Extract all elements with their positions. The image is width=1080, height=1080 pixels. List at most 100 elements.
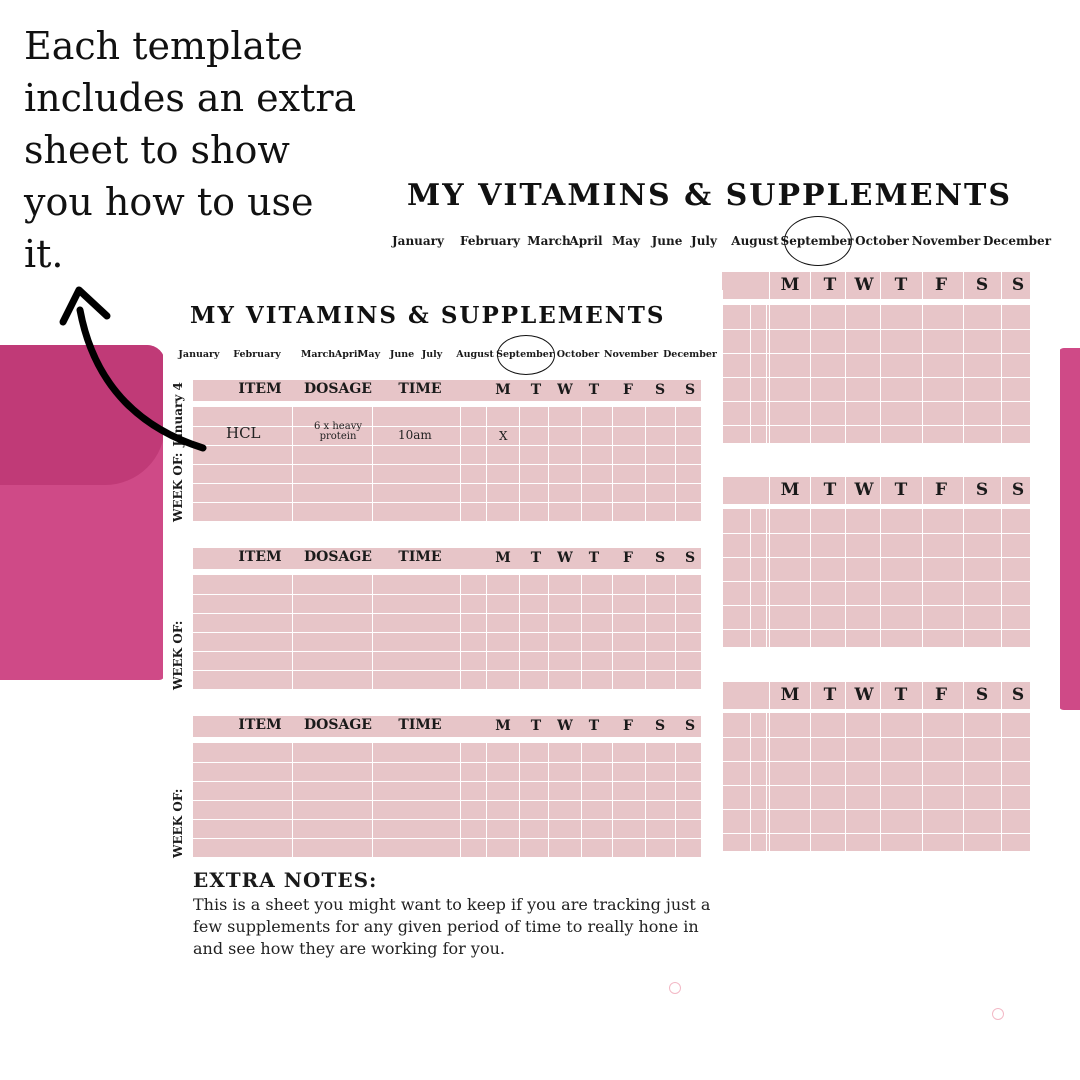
month-label-november: November xyxy=(603,349,659,360)
day-header-s: S xyxy=(654,718,666,734)
grid-line xyxy=(922,305,923,443)
grid-line xyxy=(880,272,881,299)
grid-line xyxy=(722,785,1030,786)
grid-line xyxy=(766,713,767,851)
day-header-t: T xyxy=(588,718,600,734)
month-label-july: July xyxy=(691,234,717,248)
grid-line xyxy=(922,509,923,647)
watermark-logo-icon xyxy=(669,982,681,994)
grid-line xyxy=(193,632,701,633)
day-header-t: T xyxy=(894,275,908,295)
circle-highlight-icon xyxy=(497,334,555,375)
day-header-f: F xyxy=(623,550,633,566)
day-header-t: T xyxy=(894,480,908,500)
grid-line xyxy=(922,272,923,299)
grid-line xyxy=(722,353,1030,354)
grid-line xyxy=(766,509,767,647)
grid-line xyxy=(880,713,881,851)
week-header-bar: ITEM DOSAGE TIME M T W T F S S xyxy=(193,548,701,569)
grid-line xyxy=(810,682,811,709)
day-header-m: M xyxy=(495,718,511,734)
day-header-w: W xyxy=(557,550,573,566)
grid-line xyxy=(880,477,881,504)
day-header-m: M xyxy=(780,480,800,500)
month-label-january: January xyxy=(392,234,444,248)
day-header-m: M xyxy=(780,275,800,295)
week-body-grid xyxy=(193,575,701,689)
grid-line xyxy=(750,509,751,647)
day-header-s: S xyxy=(684,550,696,566)
month-label-october: October xyxy=(855,234,909,248)
grid-line xyxy=(193,670,701,671)
grid-line xyxy=(193,781,701,782)
grid-line xyxy=(193,838,701,839)
grid-line xyxy=(880,682,881,709)
grid-line xyxy=(722,425,1030,426)
grid-line xyxy=(722,533,1030,534)
month-label-february: February xyxy=(459,234,521,248)
month-label-november: November xyxy=(911,234,981,248)
grid-line xyxy=(193,651,701,652)
grid-line xyxy=(722,557,1030,558)
extra-notes-body: This is a sheet you might want to keep i… xyxy=(193,895,711,958)
month-label-june: June xyxy=(651,234,683,248)
watermark-logo-icon xyxy=(992,1008,1004,1020)
grid-line xyxy=(810,305,811,443)
week-header-bar: ITEM DOSAGE TIME M T W T F S S xyxy=(193,716,701,737)
grid-line xyxy=(1001,477,1002,504)
day-header-m: M xyxy=(495,550,511,566)
month-label-march: March xyxy=(527,234,571,248)
grid-line xyxy=(722,809,1030,810)
grid-line xyxy=(769,713,770,851)
day-header-w: W xyxy=(854,480,874,500)
entry-dosage-line1: 6 x heavy xyxy=(314,421,362,432)
grid-line xyxy=(963,713,964,851)
month-label-april: April xyxy=(334,349,362,360)
day-header-t: T xyxy=(823,685,837,705)
curved-arrow-icon xyxy=(59,286,207,452)
day-header-t: T xyxy=(894,685,908,705)
grid-line xyxy=(193,502,701,503)
day-header-t: T xyxy=(588,382,600,398)
grid-line xyxy=(922,477,923,504)
month-label-may: May xyxy=(611,234,641,248)
day-header-t: T xyxy=(823,480,837,500)
grid-line xyxy=(193,483,701,484)
day-header-w: W xyxy=(557,718,573,734)
grid-line xyxy=(845,305,846,443)
grid-line xyxy=(963,272,964,299)
grid-line xyxy=(845,713,846,851)
grid-line xyxy=(193,464,701,465)
grid-line xyxy=(810,509,811,647)
grid-line xyxy=(845,509,846,647)
grid-line xyxy=(1001,713,1002,851)
week-body-grid xyxy=(193,407,701,521)
day-header-s: S xyxy=(654,550,666,566)
grid-line xyxy=(1001,272,1002,299)
month-label-april: April xyxy=(569,234,603,248)
back-day-body xyxy=(722,305,1030,443)
column-header-dosage: DOSAGE xyxy=(304,717,372,733)
grid-line xyxy=(810,477,811,504)
week-header-bar: ITEM DOSAGE TIME M T W T F S S xyxy=(193,380,701,401)
grid-line xyxy=(750,713,751,851)
day-header-m: M xyxy=(495,382,511,398)
grid-line xyxy=(769,305,770,443)
grid-line xyxy=(769,509,770,647)
grid-line xyxy=(193,819,701,820)
day-header-f: F xyxy=(934,685,948,705)
grid-line xyxy=(722,737,1030,738)
day-header-t: T xyxy=(530,382,542,398)
column-header-time: TIME xyxy=(398,549,442,565)
grid-line xyxy=(963,682,964,709)
month-label-march: March xyxy=(300,349,336,360)
grid-line xyxy=(769,477,770,504)
grid-line xyxy=(722,401,1030,402)
day-header-w: W xyxy=(854,685,874,705)
day-header-t: T xyxy=(823,275,837,295)
grid-line xyxy=(845,682,846,709)
day-header-t: T xyxy=(530,718,542,734)
